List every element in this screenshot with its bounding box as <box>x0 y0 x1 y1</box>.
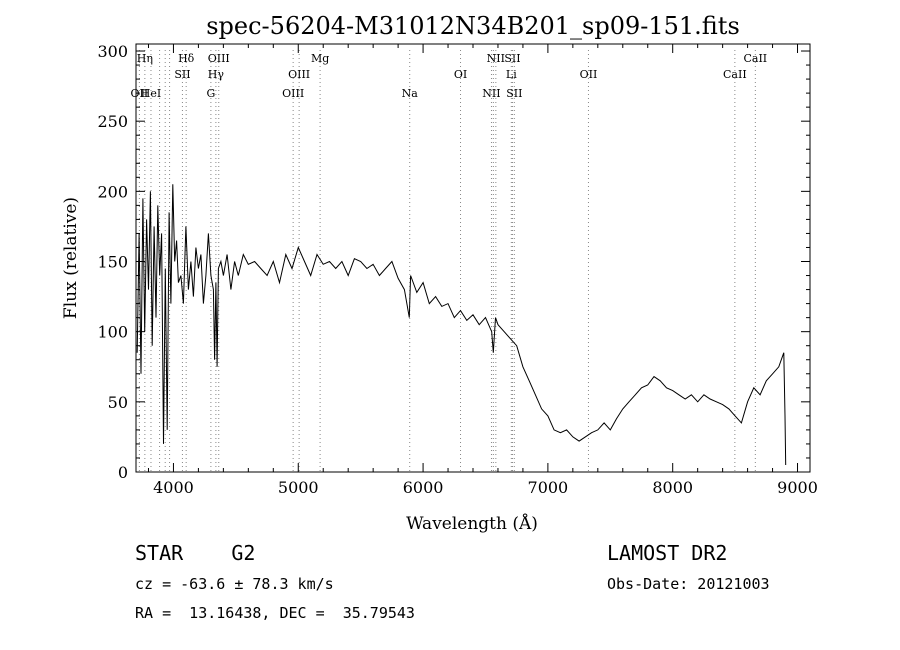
line-label-18: NII <box>487 52 505 65</box>
line-label-16: NII <box>482 87 500 100</box>
chart-title: spec-56204-M31012N34B201_sp09-151.fits <box>206 12 740 40</box>
line-label-1: Hη <box>137 52 153 65</box>
line-label-10: OIII <box>208 52 230 65</box>
line-label-13: Mg <box>311 52 329 65</box>
line-label-2: HeI <box>141 87 161 100</box>
y-tick-label-0: 0 <box>118 463 128 482</box>
line-label-11: OIII <box>282 87 304 100</box>
spectral-line-markers: OIIHηHeISIIHδGHγOIIIOIIIOIIIMgNaOINIINII… <box>131 50 767 472</box>
y-tick-label-300: 300 <box>97 42 128 61</box>
x-tick-label-5000: 5000 <box>278 478 319 497</box>
y-tick-label-200: 200 <box>97 182 128 201</box>
coordinates: RA = 13.16438, DEC = 35.79543 <box>135 604 415 622</box>
y-tick-label-150: 150 <box>97 253 128 272</box>
line-label-20: SII <box>504 52 520 65</box>
spectrum-line <box>136 184 787 466</box>
line-label-9: Hγ <box>208 68 225 81</box>
y-tick-label-250: 250 <box>97 112 128 131</box>
y-axis-ticks: 0 50 100 150 200 250 300 <box>97 42 810 482</box>
plot-frame <box>135 43 811 473</box>
line-label-21: SII <box>506 87 522 100</box>
observation-date: Obs-Date: 20121003 <box>607 575 770 593</box>
line-label-19: Li <box>506 68 517 81</box>
y-tick-label-100: 100 <box>97 323 128 342</box>
x-axis-label: Wavelength (Å) <box>406 513 538 534</box>
x-tick-label-8000: 8000 <box>652 478 693 497</box>
line-label-15: OI <box>454 68 467 81</box>
x-axis-ticks: 4000 5000 6000 7000 8000 9000 <box>147 44 818 497</box>
line-label-8: G <box>206 87 215 100</box>
y-axis-label: Flux (relative) <box>61 197 81 319</box>
line-label-14: Na <box>402 87 419 100</box>
x-tick-label-9000: 9000 <box>777 478 818 497</box>
object-class: STAR G2 <box>135 541 256 565</box>
x-tick-label-6000: 6000 <box>403 478 444 497</box>
line-label-23: CaII <box>723 68 747 81</box>
y-tick-label-50: 50 <box>108 393 128 412</box>
x-tick-label-4000: 4000 <box>153 478 194 497</box>
redshift-velocity: cz = -63.6 ± 78.3 km/s <box>135 575 334 593</box>
line-label-22: OII <box>580 68 598 81</box>
line-label-6: SII <box>174 68 190 81</box>
line-label-7: Hδ <box>178 52 195 65</box>
x-tick-label-7000: 7000 <box>528 478 569 497</box>
survey-name: LAMOST DR2 <box>607 541 728 565</box>
line-label-24: CaII <box>743 52 767 65</box>
line-label-12: OIII <box>288 68 310 81</box>
